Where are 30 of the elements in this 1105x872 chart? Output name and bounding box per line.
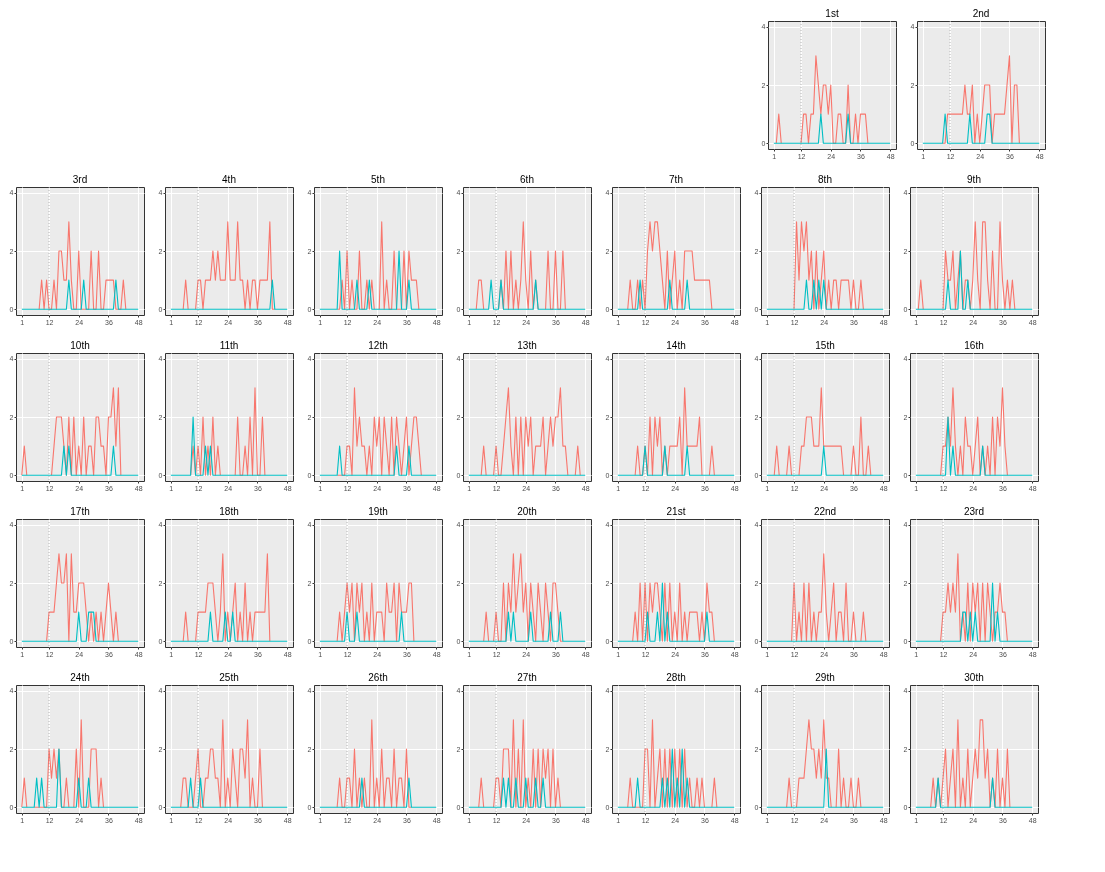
chart-title: 13th [517, 339, 537, 351]
chart-title: 28th [666, 671, 686, 683]
chart-title: 10th [70, 339, 90, 351]
chart-title: 23rd [963, 505, 985, 517]
chart-title: 11th [219, 339, 239, 351]
chart-title: 4th [222, 173, 236, 185]
chart-title: 15th [815, 339, 835, 351]
chart-title: 20th [517, 505, 537, 517]
chart-title: 8th [818, 173, 832, 185]
chart-title: 21st [666, 505, 686, 517]
chart-title: 9th [967, 173, 981, 185]
chart-title: 7th [669, 173, 683, 185]
chart-title: 19th [368, 505, 388, 517]
chart-title: 22nd [813, 505, 837, 517]
chart-title: 17th [70, 505, 90, 517]
chart-title: 26th [368, 671, 388, 683]
chart-title: 6th [520, 173, 534, 185]
chart-title: 3rd [72, 173, 88, 185]
chart-title: 24th [70, 671, 90, 683]
chart-title: 18th [219, 505, 239, 517]
chart-title: 27th [517, 671, 537, 683]
chart-title: 29th [815, 671, 835, 683]
chart-title: 14th [666, 339, 686, 351]
chart-title: 1st [825, 7, 839, 19]
chart-title: 16th [964, 339, 984, 351]
chart-title: 30th [964, 671, 984, 683]
chart-title: 5th [371, 173, 385, 185]
chart-title: 25th [219, 671, 239, 683]
chart-title: 2nd [972, 7, 990, 19]
chart-title: 12th [368, 339, 388, 351]
